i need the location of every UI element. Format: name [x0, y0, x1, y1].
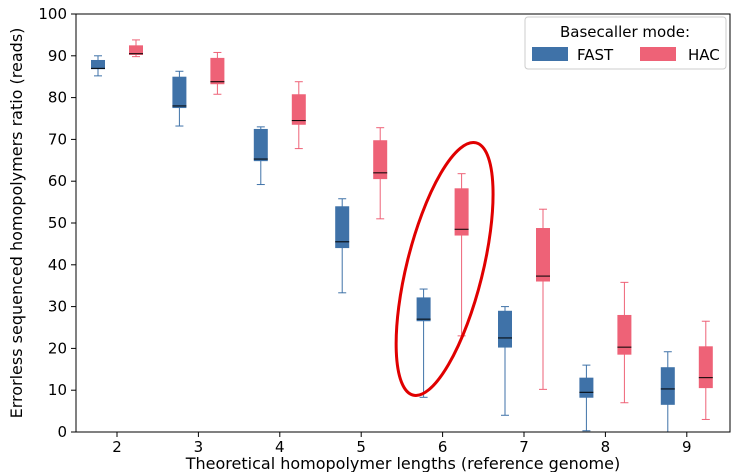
annotation-layer: [394, 141, 495, 397]
y-tick-label-40: 40: [48, 256, 67, 274]
iqr-box-fast-7: [498, 310, 512, 348]
legend-swatch-hac: [640, 47, 676, 61]
box-fast-5: [335, 198, 350, 294]
box-hac-3: [210, 51, 225, 95]
plot-area: [91, 39, 713, 433]
box-hac-4: [291, 81, 306, 150]
iqr-box-fast-4: [253, 128, 268, 162]
x-tick-label-7: 7: [519, 438, 529, 456]
x-tick-label-4: 4: [275, 438, 285, 456]
x-axis-title: Theoretical homopolymer lengths (referen…: [185, 454, 620, 472]
x-tick-label-6: 6: [438, 438, 448, 456]
x-axis: 2 3 4 5 6 7 8 9: [112, 432, 692, 456]
y-axis: 0 10 20 30 40 50 60 70 80 90 100: [38, 5, 76, 441]
legend-swatch-fast: [532, 47, 568, 61]
x-tick-label-2: 2: [112, 438, 122, 456]
box-fast-4: [253, 126, 268, 186]
legend: Basecaller mode: FAST HAC: [524, 16, 727, 70]
box-hac-8: [617, 281, 632, 404]
y-tick-label-70: 70: [48, 130, 67, 148]
y-tick-label-20: 20: [48, 339, 67, 357]
iqr-box-fast-9: [660, 367, 675, 405]
box-hac-2: [129, 39, 143, 58]
box-fast-2: [91, 55, 105, 77]
highlight-ellipse: [394, 141, 495, 397]
iqr-box-fast-6: [416, 297, 431, 322]
y-tick-label-30: 30: [48, 298, 67, 316]
y-tick-label-60: 60: [48, 172, 67, 190]
x-tick-label-3: 3: [194, 438, 204, 456]
legend-title: Basecaller mode:: [560, 23, 690, 41]
iqr-box-fast-8: [579, 377, 594, 398]
box-hac-7: [536, 208, 550, 390]
x-tick-label-8: 8: [601, 438, 611, 456]
legend-label-fast: FAST: [577, 46, 614, 64]
iqr-box-hac-7: [536, 228, 550, 282]
y-tick-label-10: 10: [48, 381, 67, 399]
iqr-box-fast-2: [91, 59, 105, 70]
x-tick-label-5: 5: [356, 438, 366, 456]
iqr-box-hac-9: [698, 346, 713, 389]
y-tick-label-50: 50: [48, 214, 67, 232]
y-tick-label-90: 90: [48, 47, 67, 65]
box-fast-7: [498, 306, 512, 416]
iqr-box-hac-8: [617, 314, 632, 355]
y-tick-label-0: 0: [57, 423, 67, 441]
iqr-box-hac-6: [454, 188, 469, 236]
x-tick-label-9: 9: [682, 438, 692, 456]
y-axis-title: Errorless sequenced homopolymers ratio (…: [7, 28, 26, 419]
iqr-box-fast-3: [172, 76, 187, 109]
box-fast-9: [660, 351, 675, 433]
iqr-box-hac-3: [210, 57, 225, 85]
iqr-box-fast-5: [335, 206, 350, 249]
box-fast-3: [172, 70, 187, 127]
iqr-box-hac-4: [291, 94, 306, 125]
box-hac-5: [373, 127, 388, 220]
legend-label-hac: HAC: [688, 46, 720, 64]
box-fast-8: [579, 364, 594, 432]
box-fast-6: [416, 288, 431, 398]
iqr-box-hac-2: [129, 45, 143, 55]
y-tick-label-80: 80: [48, 89, 67, 107]
iqr-box-hac-5: [373, 140, 388, 180]
box-hac-6: [454, 173, 469, 337]
y-tick-label-100: 100: [38, 5, 67, 23]
box-hac-9: [698, 320, 713, 420]
